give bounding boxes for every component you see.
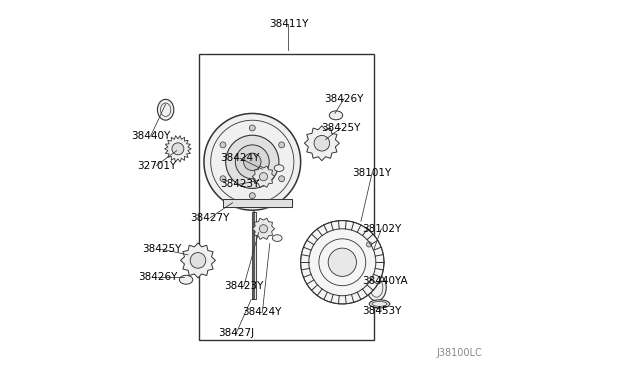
Text: 38424Y: 38424Y <box>220 153 260 163</box>
Polygon shape <box>252 166 275 187</box>
Text: 38427Y: 38427Y <box>191 213 230 222</box>
Circle shape <box>220 176 226 182</box>
Circle shape <box>278 176 285 182</box>
Text: 38440Y: 38440Y <box>131 131 170 141</box>
Circle shape <box>204 113 301 210</box>
Circle shape <box>259 173 268 181</box>
Circle shape <box>259 225 268 233</box>
Ellipse shape <box>273 235 282 241</box>
Circle shape <box>250 125 255 131</box>
Circle shape <box>190 253 206 268</box>
Text: 38425Y: 38425Y <box>321 124 360 133</box>
Text: 38440YA: 38440YA <box>362 276 408 286</box>
Circle shape <box>226 135 279 189</box>
Text: 38425Y: 38425Y <box>142 244 182 254</box>
Circle shape <box>172 143 184 155</box>
Circle shape <box>367 242 372 247</box>
Text: 38426Y: 38426Y <box>324 94 364 103</box>
Polygon shape <box>164 136 191 162</box>
Text: 38101Y: 38101Y <box>353 168 392 178</box>
Circle shape <box>278 142 285 148</box>
Text: 38427J: 38427J <box>218 328 254 338</box>
Ellipse shape <box>330 111 342 120</box>
Polygon shape <box>180 243 216 278</box>
Polygon shape <box>223 199 292 207</box>
Circle shape <box>244 153 261 170</box>
Text: J38100LC: J38100LC <box>436 348 482 358</box>
Ellipse shape <box>179 275 193 284</box>
Circle shape <box>314 135 330 151</box>
Text: 38453Y: 38453Y <box>362 306 401 315</box>
Polygon shape <box>252 218 275 240</box>
Text: 38411Y: 38411Y <box>269 19 308 29</box>
Text: 38424Y: 38424Y <box>243 308 282 317</box>
Text: 32701Y: 32701Y <box>137 161 176 170</box>
Polygon shape <box>252 212 256 299</box>
Circle shape <box>328 248 356 276</box>
Text: 38102Y: 38102Y <box>362 224 401 234</box>
Circle shape <box>220 142 226 148</box>
Ellipse shape <box>369 300 390 308</box>
Polygon shape <box>305 126 339 161</box>
Ellipse shape <box>367 274 386 301</box>
Circle shape <box>301 221 384 304</box>
Text: 38423Y: 38423Y <box>220 179 260 189</box>
Ellipse shape <box>275 165 284 171</box>
Circle shape <box>236 145 269 179</box>
Text: 38426Y: 38426Y <box>138 272 178 282</box>
Ellipse shape <box>157 99 174 120</box>
Circle shape <box>250 193 255 199</box>
Text: 38423Y: 38423Y <box>224 282 264 291</box>
